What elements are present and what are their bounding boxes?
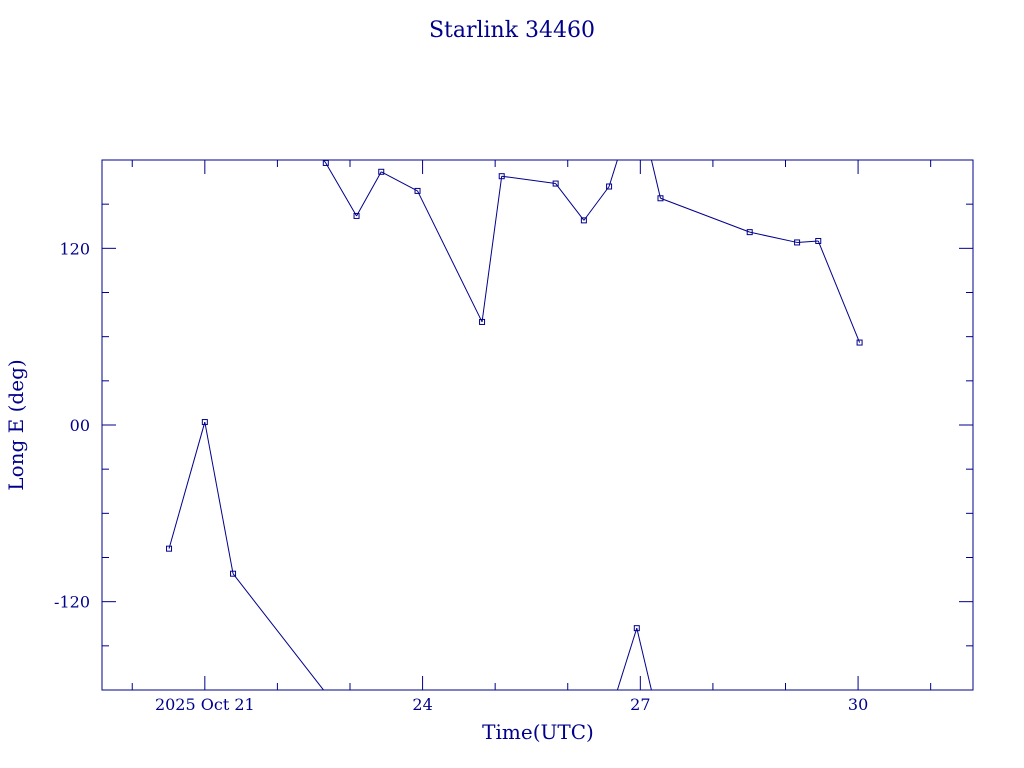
line-segment xyxy=(356,171,382,217)
data-point xyxy=(580,217,587,224)
data-point xyxy=(353,212,360,219)
line-segment xyxy=(481,176,503,323)
x-tick-label: 2025 Oct 21 xyxy=(155,695,255,714)
data-point xyxy=(794,239,801,246)
data-point xyxy=(856,339,863,346)
line-segment xyxy=(636,628,652,690)
data-point xyxy=(322,159,329,166)
data-point xyxy=(657,195,664,202)
series-layer xyxy=(166,159,863,690)
line-segment xyxy=(501,175,556,185)
x-axis-label: Time(UTC) xyxy=(482,720,594,744)
data-point xyxy=(201,419,208,426)
line-segment xyxy=(817,240,861,343)
x-tick-label: 27 xyxy=(630,695,650,714)
plot-frame xyxy=(101,159,974,691)
x-axis-ticks: 2025 Oct 21 24 27 30 xyxy=(131,160,932,714)
data-point xyxy=(479,318,486,325)
line-segment xyxy=(555,183,585,221)
line-segment xyxy=(660,197,750,233)
line-segment xyxy=(608,160,618,187)
line-segment xyxy=(650,160,661,199)
y-axis-ticks: 120 00 -120 xyxy=(54,203,973,647)
series-markers xyxy=(166,159,863,632)
y-tick-label: 120 xyxy=(59,239,90,258)
line-segment xyxy=(749,231,798,243)
data-point xyxy=(815,237,822,244)
line-segment xyxy=(232,573,325,690)
line-segment xyxy=(325,162,357,217)
line-segment xyxy=(322,160,327,164)
line-segment xyxy=(417,190,483,323)
y-tick-label: 00 xyxy=(70,416,90,435)
data-point xyxy=(166,545,173,552)
data-point xyxy=(606,183,613,190)
data-point xyxy=(633,625,640,632)
data-point xyxy=(746,229,753,236)
data-point xyxy=(552,180,559,187)
line-segment xyxy=(168,421,206,549)
data-point xyxy=(498,173,505,180)
data-point xyxy=(230,570,237,577)
y-tick-label: -120 xyxy=(54,593,90,612)
line-segment xyxy=(381,171,418,192)
data-point xyxy=(378,168,385,175)
data-point xyxy=(414,187,421,194)
y-axis-label: Long E (deg) xyxy=(4,359,28,490)
line-segment xyxy=(797,240,819,243)
line-segment xyxy=(616,628,638,690)
line-segment xyxy=(204,421,234,574)
series-line xyxy=(168,160,861,690)
chart-title: Starlink 34460 xyxy=(429,18,595,43)
x-tick-label: 30 xyxy=(848,695,868,714)
x-tick-label: 24 xyxy=(412,695,432,714)
line-segment xyxy=(583,186,610,221)
